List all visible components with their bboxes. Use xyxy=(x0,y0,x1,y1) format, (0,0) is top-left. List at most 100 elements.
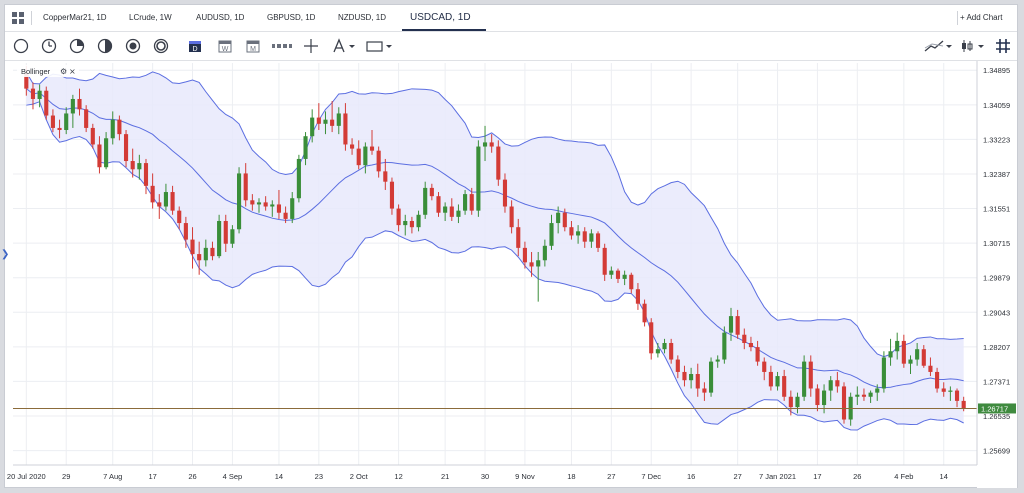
candle-down[interactable] xyxy=(143,163,149,186)
candle-up[interactable] xyxy=(576,231,581,236)
calendar-d-icon[interactable]: D xyxy=(187,38,203,54)
candle-up[interactable] xyxy=(336,113,341,126)
candle-down[interactable] xyxy=(529,262,534,267)
indicator-label[interactable]: Bollinger xyxy=(21,67,51,76)
candle-down[interactable] xyxy=(762,361,767,372)
candle-down[interactable] xyxy=(30,88,36,99)
pie-icon[interactable] xyxy=(69,38,85,54)
candlestick-type-icon[interactable] xyxy=(959,38,975,54)
candle-up[interactable] xyxy=(443,206,448,213)
candle-down[interactable] xyxy=(509,206,514,228)
candle-up[interactable] xyxy=(589,233,594,242)
candle-down[interactable] xyxy=(383,171,388,182)
candle-down[interactable] xyxy=(177,210,182,224)
line-tool-icon[interactable] xyxy=(923,38,945,54)
candle-up[interactable] xyxy=(609,270,614,275)
candle-up[interactable] xyxy=(908,359,913,364)
candle-down[interactable] xyxy=(755,347,760,362)
candle-down[interactable] xyxy=(409,220,414,228)
candle-up[interactable] xyxy=(363,146,368,166)
candle-down[interactable] xyxy=(369,146,375,151)
hash-grid-icon[interactable] xyxy=(995,38,1011,54)
candle-down[interactable] xyxy=(429,187,434,197)
candle-up[interactable] xyxy=(556,212,561,224)
candle-up[interactable] xyxy=(855,394,860,397)
add-chart-button[interactable]: + Add Chart xyxy=(960,13,1003,22)
candle-up[interactable] xyxy=(203,247,208,261)
candle-up[interactable] xyxy=(290,198,295,219)
ruler-icon[interactable] xyxy=(271,38,293,54)
candle-down[interactable] xyxy=(835,380,840,387)
candle-down[interactable] xyxy=(50,115,55,128)
candle-up[interactable] xyxy=(895,340,900,352)
candle-down[interactable] xyxy=(389,181,395,209)
candle-up[interactable] xyxy=(296,158,301,199)
candle-up[interactable] xyxy=(323,119,328,124)
candle-up[interactable] xyxy=(655,349,660,354)
candle-up[interactable] xyxy=(875,388,880,393)
tab-usdcad[interactable]: USDCAD, 1D xyxy=(410,12,471,23)
tab-lcrude[interactable]: LCrude, 1W xyxy=(129,13,172,22)
tab-coppermar21[interactable]: CopperMar21, 1D xyxy=(43,13,107,22)
candle-down[interactable] xyxy=(350,144,355,149)
candle-down[interactable] xyxy=(928,365,933,372)
candle-up[interactable] xyxy=(542,245,547,261)
candle-down[interactable] xyxy=(44,90,49,116)
candle-up[interactable] xyxy=(622,274,627,279)
clock-icon[interactable] xyxy=(41,38,57,54)
crosshair-icon[interactable] xyxy=(303,38,319,54)
candle-up[interactable] xyxy=(104,138,109,168)
candle-up[interactable] xyxy=(888,351,893,358)
usdcad-candlestick-chart[interactable]: 1.34895 1.34059 1.33223 1.32387 1.31551 1.307… xyxy=(5,61,1017,488)
candle-down[interactable] xyxy=(316,117,321,124)
dropdown-icon[interactable] xyxy=(385,38,393,54)
candle-up[interactable] xyxy=(868,392,873,397)
candle-up[interactable] xyxy=(822,390,827,406)
candle-down[interactable] xyxy=(449,206,454,217)
candle-up[interactable] xyxy=(456,210,461,217)
candle-down[interactable] xyxy=(935,371,940,389)
tab-audusd[interactable]: AUDUSD, 1D xyxy=(196,13,245,22)
candle-down[interactable] xyxy=(170,192,175,211)
candle-up[interactable] xyxy=(256,202,262,205)
candle-down[interactable] xyxy=(808,361,813,389)
candle-up[interactable] xyxy=(915,349,920,360)
tab-gbpusd[interactable]: GBPUSD, 1D xyxy=(267,13,316,22)
candle-down[interactable] xyxy=(130,161,135,170)
candle-up[interactable] xyxy=(217,220,222,257)
candle-down[interactable] xyxy=(343,113,348,145)
candle-up[interactable] xyxy=(163,192,168,207)
candle-down[interactable] xyxy=(502,179,508,207)
candle-down[interactable] xyxy=(77,98,82,110)
candle-down[interactable] xyxy=(276,204,282,213)
candle-down[interactable] xyxy=(569,227,574,236)
candle-down[interactable] xyxy=(782,376,787,397)
candle-down[interactable] xyxy=(330,119,335,126)
half-circle-icon[interactable] xyxy=(97,38,113,54)
target-icon[interactable] xyxy=(125,38,141,54)
dropdown-icon[interactable] xyxy=(945,38,953,54)
candle-down[interactable] xyxy=(954,390,960,401)
candle-down[interactable] xyxy=(84,109,89,128)
candle-up[interactable] xyxy=(795,396,800,408)
candle-up[interactable] xyxy=(70,98,75,114)
chart-area[interactable]: 1.34895 1.34059 1.33223 1.32387 1.31551 1.307… xyxy=(1,61,1017,488)
candle-up[interactable] xyxy=(482,142,488,147)
candle-up[interactable] xyxy=(463,194,468,211)
candle-down[interactable] xyxy=(243,173,248,201)
candle-up[interactable] xyxy=(476,146,481,211)
candle-down[interactable] xyxy=(489,142,494,147)
candle-down[interactable] xyxy=(742,334,747,343)
candle-up[interactable] xyxy=(662,342,667,350)
candle-up[interactable] xyxy=(728,316,734,333)
candle-down[interactable] xyxy=(210,247,215,257)
candle-down[interactable] xyxy=(263,202,268,207)
candle-up[interactable] xyxy=(948,390,953,392)
candle-down[interactable] xyxy=(669,342,674,360)
candle-down[interactable] xyxy=(921,349,926,366)
candle-down[interactable] xyxy=(190,239,195,255)
candle-down[interactable] xyxy=(469,194,474,211)
candle-down[interactable] xyxy=(695,374,700,389)
candle-down[interactable] xyxy=(376,150,381,172)
candle-up[interactable] xyxy=(416,214,421,228)
